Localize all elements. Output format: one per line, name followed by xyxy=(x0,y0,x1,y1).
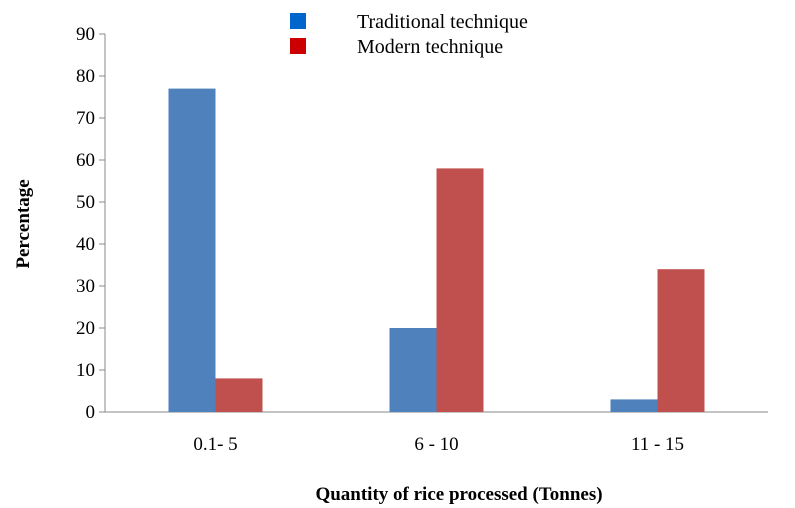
y-tick-label: 30 xyxy=(76,276,95,297)
y-tick-label: 40 xyxy=(76,234,95,255)
x-tick-label: 11 - 15 xyxy=(631,434,684,455)
x-tick-label: 6 - 10 xyxy=(414,434,458,455)
bar-modern-1 xyxy=(436,168,484,412)
y-tick-label: 60 xyxy=(76,150,95,171)
x-tick-label: 0.1- 5 xyxy=(193,434,237,455)
y-tick-label: 80 xyxy=(76,66,95,87)
bar-modern-0 xyxy=(215,378,263,412)
y-tick-label: 50 xyxy=(76,192,95,213)
y-tick-label: 0 xyxy=(86,402,96,423)
y-tick-label: 20 xyxy=(76,318,95,339)
legend: Traditional technique Modern technique xyxy=(290,11,528,58)
legend-label-traditional: Traditional technique xyxy=(357,11,528,33)
legend-swatch-modern xyxy=(290,38,306,54)
x-axis: 0.1- 5 6 - 10 11 - 15 xyxy=(105,411,768,455)
bar-traditional-1 xyxy=(389,328,437,412)
y-axis-title: Percentage xyxy=(13,179,34,268)
bars xyxy=(168,88,705,412)
y-tick-label: 10 xyxy=(76,360,95,381)
y-tick-label: 70 xyxy=(76,108,95,129)
legend-label-modern: Modern technique xyxy=(357,36,503,58)
x-axis-title: Quantity of rice processed (Tonnes) xyxy=(315,484,602,505)
bar-traditional-0 xyxy=(168,88,216,412)
y-tick-label: 90 xyxy=(76,24,95,45)
bar-traditional-2 xyxy=(610,399,658,412)
bar-modern-2 xyxy=(657,269,705,412)
y-axis: 0 10 20 30 40 50 60 70 80 90 xyxy=(76,24,106,423)
legend-swatch-traditional xyxy=(290,13,306,29)
